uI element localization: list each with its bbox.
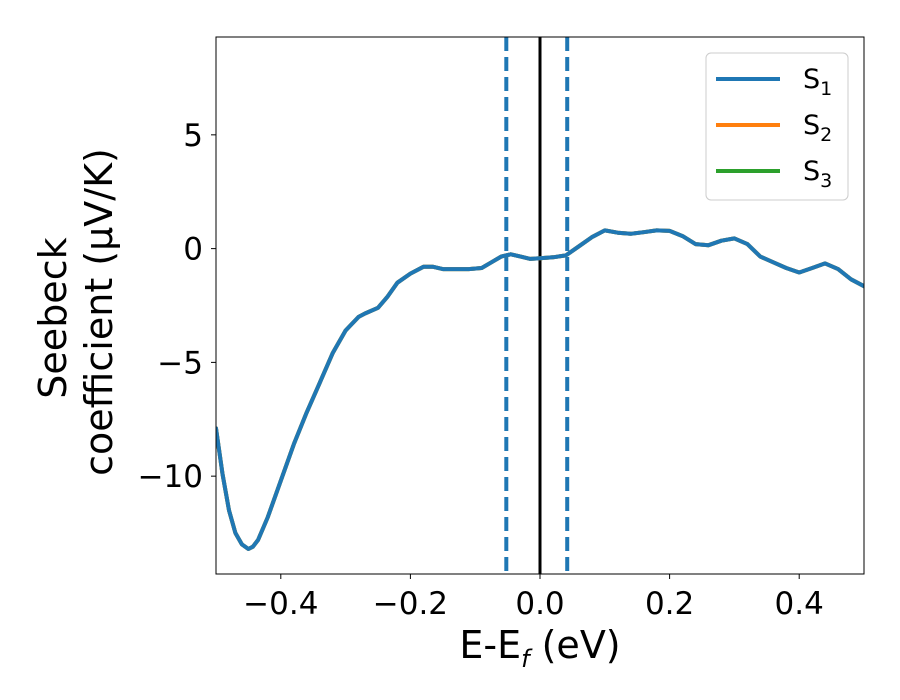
y-tick-label: 0: [183, 232, 203, 268]
y-tick-label: 5: [183, 118, 203, 154]
x-axis-label-main: E-E: [459, 623, 521, 667]
legend-label-subscript: 2: [820, 124, 832, 146]
x-tick-label: 0.4: [775, 586, 824, 622]
x-tick-label: 0.0: [515, 586, 564, 622]
legend-label-base: S: [803, 110, 820, 141]
x-tick-label: 0.2: [645, 586, 694, 622]
legend-label-2: S2: [803, 110, 832, 146]
legend-label-subscript: 3: [820, 170, 832, 192]
y-axis-label: Seebeck coefficient (μV/K): [31, 148, 121, 476]
x-tick-label: −0.4: [243, 586, 318, 622]
reference-lines: [504, 37, 570, 574]
x-tick-label: −0.2: [373, 586, 448, 622]
legend-label-subscript: 1: [820, 78, 832, 100]
y-tick-label: −10: [138, 459, 203, 495]
legend-label-1: S1: [803, 64, 832, 100]
y-axis-label-line2: coefficient (μV/K): [77, 148, 121, 476]
x-axis-ticks: −0.4 −0.2 0.0 0.2 0.4: [243, 574, 824, 622]
series-line-3: [216, 228, 864, 551]
legend-label-3: S3: [803, 156, 832, 192]
x-axis-label-unit: (eV): [530, 623, 621, 667]
legend-label-base: S: [803, 156, 820, 187]
y-tick-label: −5: [157, 345, 203, 381]
y-axis-label-line1: Seebeck: [31, 237, 75, 398]
series-lines: [216, 228, 864, 551]
y-axis-ticks: 5 0 −5 −10: [138, 118, 216, 495]
x-axis-label: E-Ef (eV): [459, 623, 620, 673]
legend-label-base: S: [803, 64, 820, 95]
